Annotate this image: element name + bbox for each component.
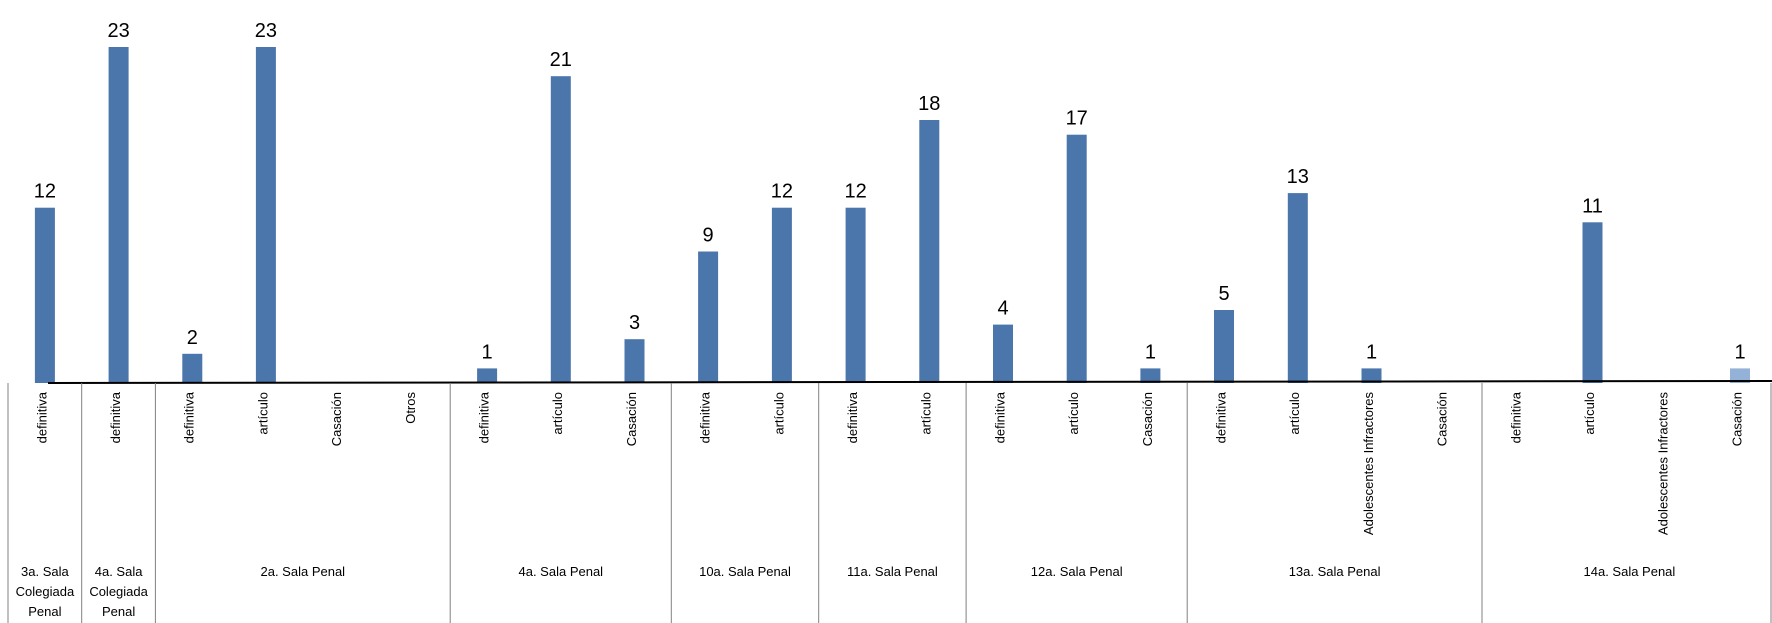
bars-layer — [34, 47, 1750, 383]
bar — [477, 368, 498, 383]
category-tick-label: definitiva — [1508, 391, 1523, 443]
group-labels-layer: 3a. Sala Colegiada Penal 4a. Sala Colegiada P… — [16, 564, 1676, 619]
category-tick-label: artículo — [1066, 392, 1081, 435]
data-label: 23 — [255, 20, 277, 42]
bar — [1582, 222, 1603, 383]
group-label: 4a. Sala — [95, 564, 143, 579]
data-label: 18 — [918, 93, 940, 115]
group-label: 12a. Sala Penal — [1031, 564, 1123, 579]
group-label: Penal — [28, 604, 61, 619]
category-tick-label: definitiva — [182, 391, 197, 443]
group-label: 11a. Sala Penal — [847, 564, 938, 579]
bar — [108, 47, 129, 383]
category-tick-label: Adolescentes Infractores — [1361, 392, 1376, 536]
data-label: 1 — [1366, 341, 1377, 363]
data-label: 3 — [629, 312, 640, 334]
bar — [993, 324, 1013, 383]
bar — [1140, 368, 1161, 383]
group-label: Colegiada — [89, 584, 148, 599]
category-tick-label: artículo — [1582, 392, 1597, 435]
x-axis-line — [47, 380, 1772, 384]
category-tick-label: artículo — [1287, 392, 1302, 435]
category-tick-label: Casación — [329, 392, 344, 446]
category-tick-label: Casación — [1435, 392, 1450, 446]
data-label: 23 — [107, 20, 129, 42]
bar — [550, 76, 571, 383]
category-tick-label: definitiva — [34, 391, 49, 443]
bar — [1066, 134, 1087, 383]
bar — [771, 207, 792, 383]
data-label: 1 — [1734, 341, 1745, 363]
data-label: 21 — [550, 49, 572, 71]
data-label: 5 — [1218, 283, 1229, 305]
group-label: 13a. Sala Penal — [1289, 564, 1381, 579]
bar — [845, 207, 866, 383]
category-tick-label: definitiva — [477, 391, 492, 443]
group-label: Penal — [102, 604, 135, 619]
category-tick-label: definitiva — [992, 391, 1007, 443]
group-label: Colegiada — [16, 584, 75, 599]
bar — [919, 120, 940, 383]
group-label: 10a. Sala Penal — [699, 564, 791, 579]
bar — [1730, 368, 1750, 383]
category-tick-label: Adolescentes Infractores — [1656, 392, 1671, 536]
data-label: 1 — [1145, 341, 1156, 363]
category-tick-label: definitiva — [1213, 391, 1228, 443]
bar — [34, 207, 55, 383]
bar — [182, 353, 203, 383]
group-label: 2a. Sala Penal — [261, 564, 346, 579]
bar — [255, 47, 276, 383]
bar — [1214, 310, 1234, 383]
category-tick-label: artículo — [919, 392, 934, 435]
data-label: 1 — [482, 341, 493, 363]
data-label: 4 — [997, 298, 1008, 320]
bar — [624, 339, 645, 383]
category-tick-label: artículo — [255, 392, 270, 435]
bar — [1361, 368, 1382, 383]
data-label: 12 — [771, 181, 793, 203]
category-tick-label: definitiva — [845, 391, 860, 443]
category-tick-label: artículo — [771, 392, 786, 435]
group-label: 3a. Sala — [21, 564, 69, 579]
category-tick-label: definitiva — [698, 391, 713, 443]
group-label: 14a. Sala Penal — [1584, 564, 1676, 579]
category-tick-label: Casación — [1729, 392, 1744, 446]
data-label: 17 — [1066, 108, 1088, 130]
category-tick-label: Otros — [403, 392, 418, 424]
data-label: 11 — [1582, 195, 1603, 217]
data-label: 12 — [34, 181, 56, 203]
category-tick-label: Casación — [1140, 392, 1155, 446]
bar — [698, 251, 719, 383]
data-label: 2 — [187, 327, 198, 349]
category-tick-label: artículo — [550, 392, 565, 435]
category-tick-label: Casación — [624, 392, 639, 446]
category-labels-layer: definitiva definitiva definitiva artículo Ca… — [34, 391, 1744, 535]
data-label: 12 — [844, 181, 866, 203]
data-label: 13 — [1287, 166, 1309, 188]
data-label: 9 — [703, 225, 714, 247]
bar — [1287, 193, 1308, 383]
group-label: 4a. Sala Penal — [519, 564, 604, 579]
category-tick-label: definitiva — [108, 391, 123, 443]
axis-frame-layer — [7, 380, 1772, 623]
